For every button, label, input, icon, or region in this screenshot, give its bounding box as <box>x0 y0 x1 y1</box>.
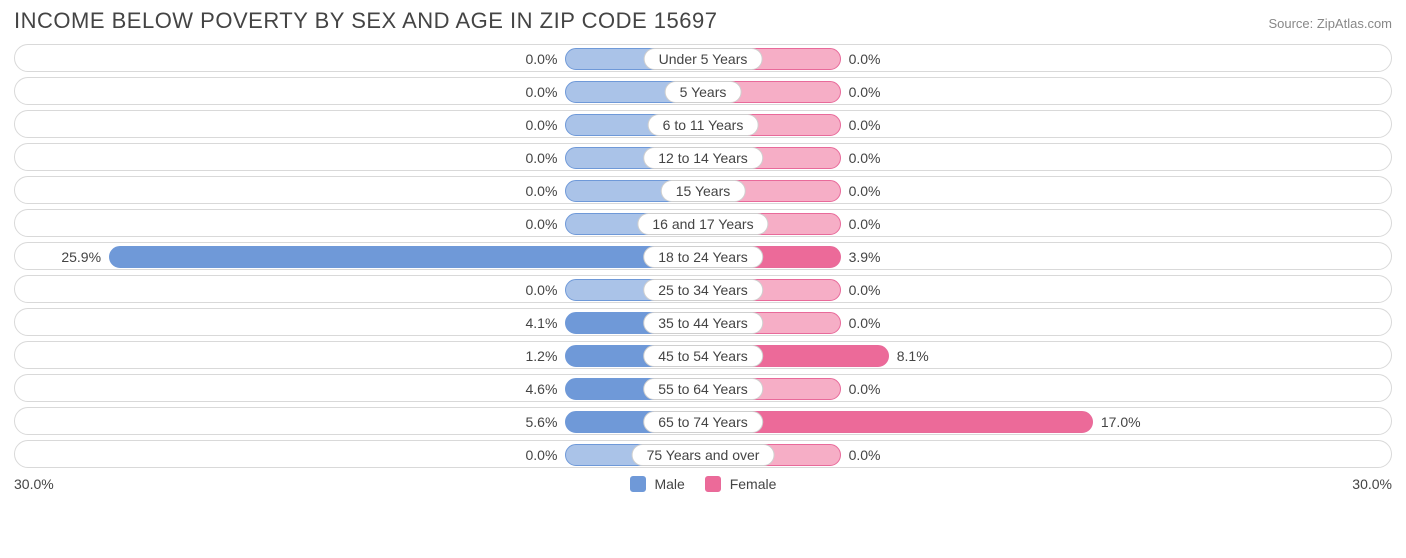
chart-row: 0.0% 0.0% 6 to 11 Years <box>14 110 1392 138</box>
poverty-by-sex-age-chart: INCOME BELOW POVERTY BY SEX AND AGE IN Z… <box>0 0 1406 558</box>
male-value: 0.0% <box>525 111 557 139</box>
male-swatch-icon <box>630 476 646 492</box>
category-label: 15 Years <box>661 180 746 202</box>
male-value: 0.0% <box>525 177 557 205</box>
female-value: 0.0% <box>849 276 881 304</box>
chart-rows: 0.0%0.0%Under 5 Years0.0%0.0%5 Years0.0%… <box>14 44 1392 468</box>
female-value: 0.0% <box>849 45 881 73</box>
axis-max-right: 30.0% <box>1352 476 1392 492</box>
chart-row: 0.0% 0.0% 75 Years and over <box>14 440 1392 468</box>
female-value: 3.9% <box>849 243 881 271</box>
male-value: 0.0% <box>525 45 557 73</box>
category-label: 65 to 74 Years <box>643 411 763 433</box>
category-label: Under 5 Years <box>644 48 763 70</box>
chart-row: 4.1% 0.0% 35 to 44 Years <box>14 308 1392 336</box>
female-value: 8.1% <box>897 342 929 370</box>
female-value: 0.0% <box>849 144 881 172</box>
male-value: 25.9% <box>61 243 101 271</box>
chart-row: 1.2% 8.1% 45 to 54 Years <box>14 341 1392 369</box>
female-value: 0.0% <box>849 111 881 139</box>
male-value: 0.0% <box>525 441 557 469</box>
legend: Male Female <box>630 476 777 492</box>
chart-source: Source: ZipAtlas.com <box>1268 16 1392 31</box>
male-bar <box>109 246 703 268</box>
chart-row: 0.0% 0.0% 5 Years <box>14 77 1392 105</box>
female-value: 0.0% <box>849 309 881 337</box>
legend-male-label: Male <box>654 476 684 492</box>
male-value: 0.0% <box>525 210 557 238</box>
chart-row: 0.0% 0.0% Under 5 Years <box>14 44 1392 72</box>
chart-row: 4.6% 0.0% 55 to 64 Years <box>14 374 1392 402</box>
category-label: 5 Years <box>665 81 742 103</box>
male-value: 0.0% <box>525 276 557 304</box>
male-value: 1.2% <box>525 342 557 370</box>
chart-row: 0.0% 0.0% 12 to 14 Years <box>14 143 1392 171</box>
category-label: 75 Years and over <box>632 444 775 466</box>
category-label: 12 to 14 Years <box>643 147 763 169</box>
chart-title: INCOME BELOW POVERTY BY SEX AND AGE IN Z… <box>14 8 717 34</box>
female-value: 0.0% <box>849 177 881 205</box>
legend-female-label: Female <box>730 476 777 492</box>
category-label: 16 and 17 Years <box>637 213 768 235</box>
chart-header: INCOME BELOW POVERTY BY SEX AND AGE IN Z… <box>14 8 1392 34</box>
female-value: 17.0% <box>1101 408 1141 436</box>
category-label: 18 to 24 Years <box>643 246 763 268</box>
female-value: 0.0% <box>849 375 881 403</box>
female-value: 0.0% <box>849 78 881 106</box>
chart-row: 25.9% 3.9% 18 to 24 Years <box>14 242 1392 270</box>
female-value: 0.0% <box>849 210 881 238</box>
chart-row: 5.6% 17.0% 65 to 74 Years <box>14 407 1392 435</box>
category-label: 45 to 54 Years <box>643 345 763 367</box>
category-label: 55 to 64 Years <box>643 378 763 400</box>
chart-row: 0.0% 0.0% 15 Years <box>14 176 1392 204</box>
category-label: 35 to 44 Years <box>643 312 763 334</box>
legend-female: Female <box>705 476 777 492</box>
male-value: 0.0% <box>525 144 557 172</box>
chart-footer: 30.0% Male Female 30.0% <box>14 476 1392 492</box>
axis-max-left: 30.0% <box>14 476 54 492</box>
female-swatch-icon <box>705 476 721 492</box>
category-label: 6 to 11 Years <box>648 114 759 136</box>
male-value: 4.6% <box>525 375 557 403</box>
male-value: 0.0% <box>525 78 557 106</box>
male-value: 4.1% <box>525 309 557 337</box>
category-label: 25 to 34 Years <box>643 279 763 301</box>
legend-male: Male <box>630 476 685 492</box>
female-value: 0.0% <box>849 441 881 469</box>
male-value: 5.6% <box>525 408 557 436</box>
chart-row: 0.0% 0.0% 16 and 17 Years <box>14 209 1392 237</box>
chart-row: 0.0% 0.0% 25 to 34 Years <box>14 275 1392 303</box>
